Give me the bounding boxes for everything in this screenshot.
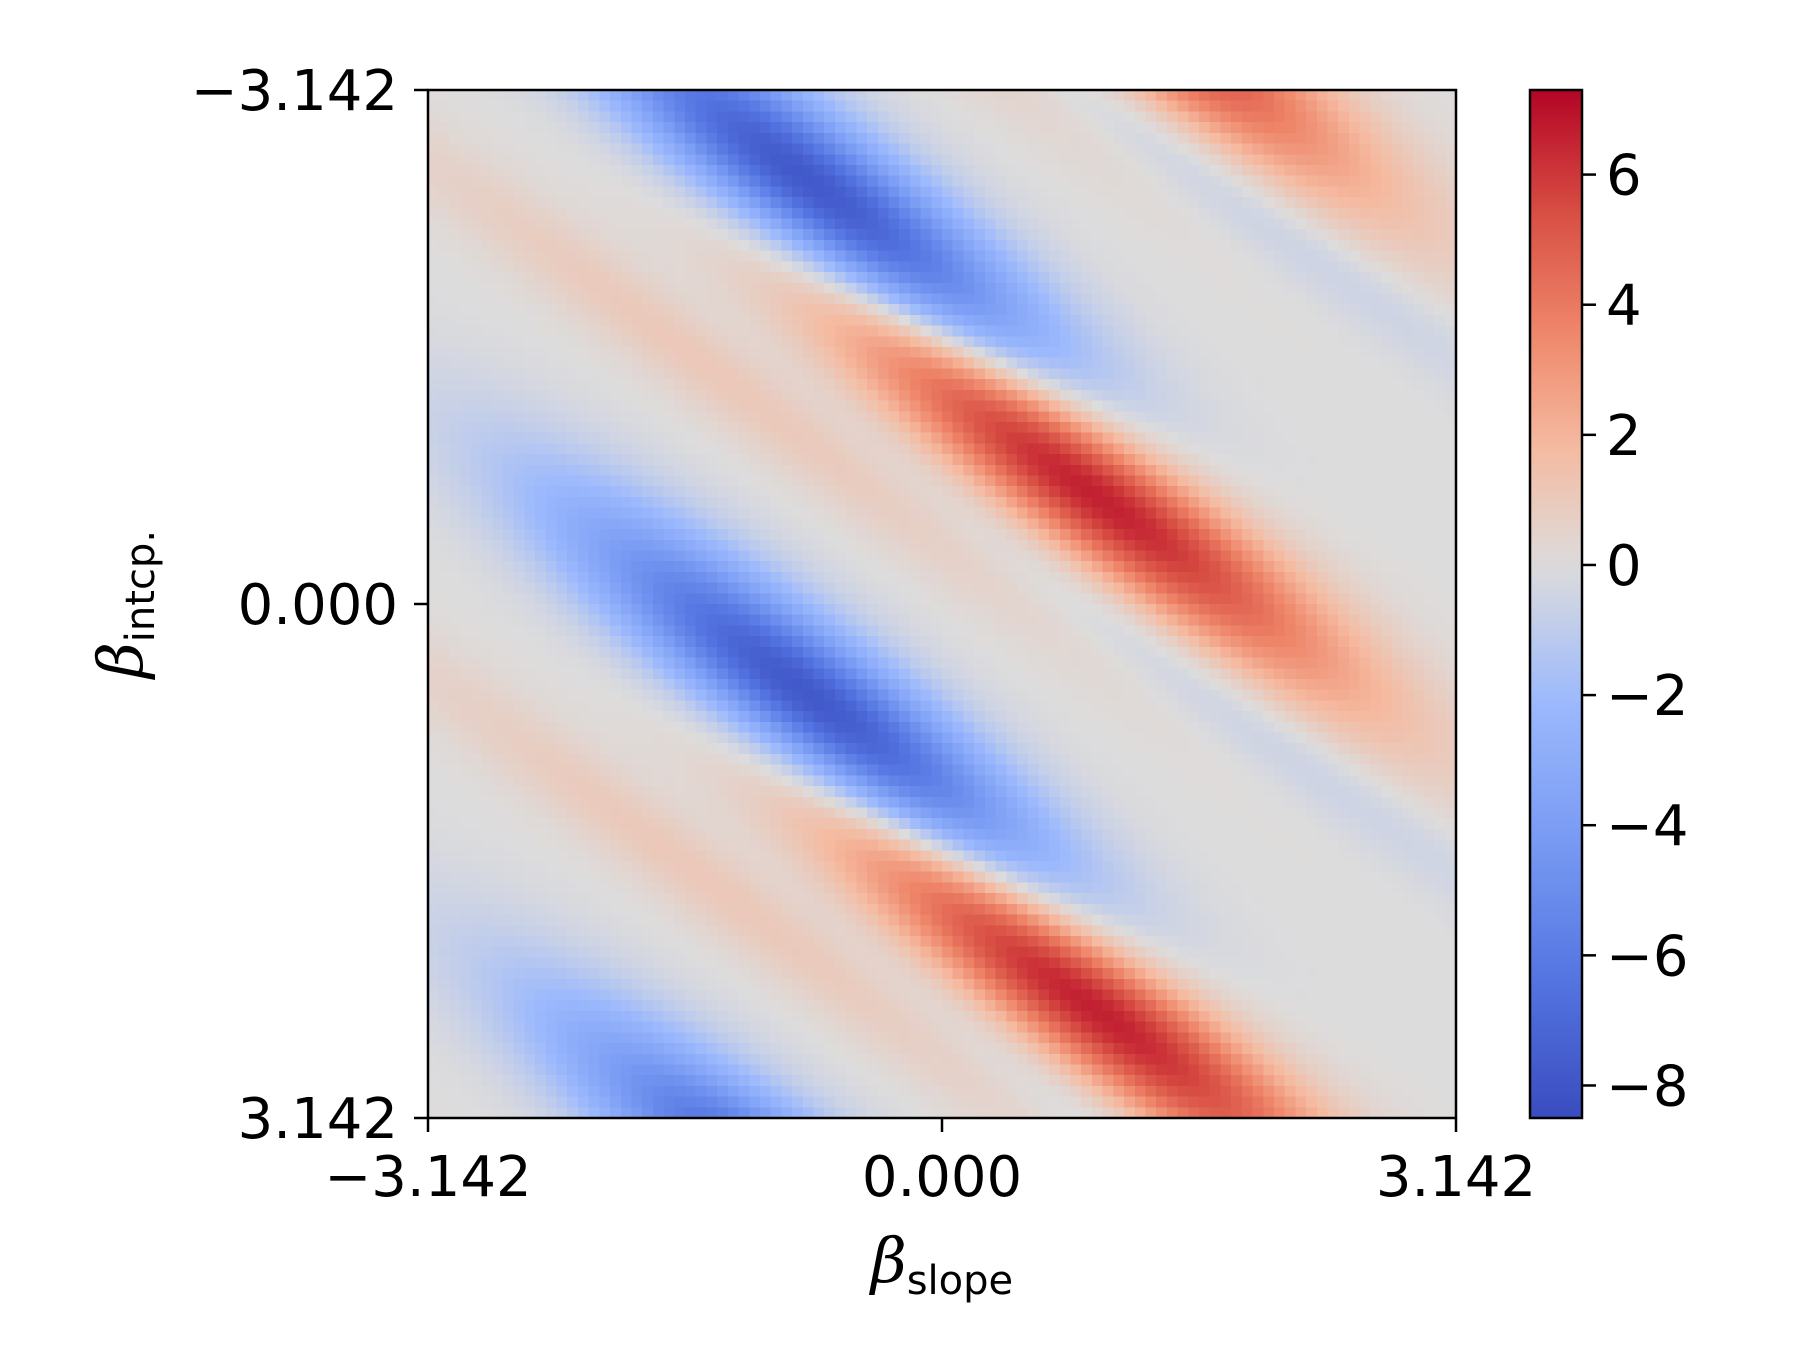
colorbar-tick-label: 0 <box>1606 534 1642 599</box>
colorbar-tick-label: −2 <box>1606 664 1689 729</box>
colorbar-ticks: 6 4 2 0 −2 −4 −6 −8 <box>1582 144 1689 1119</box>
y-axis-title-symbol: β <box>84 642 157 680</box>
y-axis-title: βintcp. <box>84 530 164 680</box>
colorbar: 6 4 2 0 −2 −4 −6 −8 <box>1528 88 1689 1120</box>
colorbar-tick-label: 4 <box>1606 274 1642 339</box>
x-axis-title-subscript: slope <box>907 1258 1013 1304</box>
y-tick-label: 3.142 <box>238 1087 398 1152</box>
x-axis: −3.142 0.000 3.142 <box>324 1118 1536 1210</box>
y-axis: −3.142 0.000 3.142 <box>191 59 428 1152</box>
y-tick-label: −3.142 <box>191 59 398 124</box>
y-axis-title-subscript: intcp. <box>118 530 164 642</box>
y-tick-label: 0.000 <box>238 573 398 638</box>
colorbar-gradient <box>1530 90 1582 1118</box>
colorbar-tick-label: −4 <box>1606 794 1689 859</box>
colorbar-frame <box>1528 88 1584 1120</box>
x-tick-label: −3.142 <box>324 1145 531 1210</box>
x-tick-label: 0.000 <box>862 1145 1022 1210</box>
x-tick-label: 3.142 <box>1376 1145 1536 1210</box>
colorbar-tick-label: −8 <box>1606 1054 1689 1119</box>
colorbar-tick-label: 2 <box>1606 404 1642 469</box>
colorbar-tick-label: 6 <box>1606 144 1642 209</box>
heatmap-image <box>428 90 1456 1118</box>
colorbar-tick-label: −6 <box>1606 924 1689 989</box>
svg-text:βintcp.: βintcp. <box>84 530 164 680</box>
x-axis-title-symbol: β <box>869 1224 907 1297</box>
x-axis-title: βslope <box>869 1224 1013 1304</box>
svg-text:βslope: βslope <box>869 1224 1013 1304</box>
